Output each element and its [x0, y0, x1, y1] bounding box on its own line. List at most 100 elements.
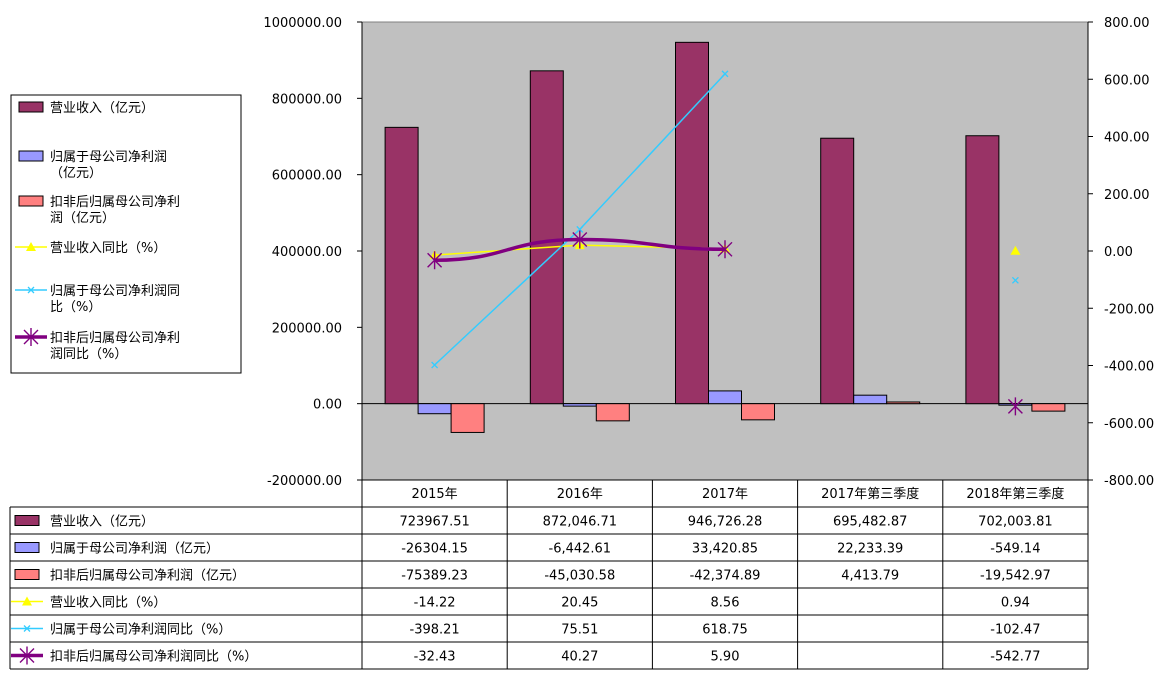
right-axis-tick-label: 800.00 [1104, 16, 1150, 31]
right-axis-tick-label: -200.00 [1104, 302, 1154, 317]
table-row-label: 扣非后归属母公司净利润（亿元） [50, 569, 245, 584]
line-series-4-marker [721, 70, 729, 78]
left-axis-tick-label: 600000.00 [272, 169, 342, 184]
legend-entry-2: 扣非后归属母公司净利 [50, 195, 180, 210]
table-header-cell: 2017年第三季度 [821, 486, 919, 502]
legend-box [10, 94, 242, 374]
legend-swatch-0 [18, 101, 44, 113]
line-series-4-marker [1011, 276, 1019, 284]
legend-swatch-2 [18, 195, 44, 207]
line-series-5-marker [1007, 397, 1023, 416]
legend-swatch-4-marker [27, 286, 35, 294]
left-axis-tick-label: 400000.00 [272, 245, 342, 260]
legend-entry-5: 润同比（%） [50, 347, 127, 362]
bar-series-0 [529, 70, 564, 405]
bar-series-2 [886, 401, 921, 405]
left-axis-tick-label: 1000000.00 [263, 16, 342, 31]
table-row-label: 归属于母公司净利润同比（%） [50, 623, 231, 638]
left-axis-tick-label: -200000.00 [267, 474, 342, 489]
legend-entry-5: 扣非后归属母公司净利 [50, 331, 180, 346]
bar-series-2 [741, 403, 775, 421]
table-row-swatch-2 [14, 569, 40, 580]
line-series-5-marker [717, 240, 733, 259]
table-value-cell: -102.47 [990, 623, 1040, 638]
line-series-5-marker [427, 251, 443, 270]
table-value-cell: -19,542.97 [980, 569, 1051, 584]
table-value-cell: 702,003.81 [978, 515, 1052, 530]
line-series-4-marker [431, 361, 439, 369]
bar-series-0 [965, 135, 1000, 405]
table-value-cell: -32.43 [414, 650, 456, 665]
right-axis-tick-label: 400.00 [1104, 131, 1150, 146]
right-axis-tick-label: -600.00 [1104, 417, 1154, 432]
right-axis-tick-label: 0.00 [1104, 245, 1133, 260]
legend-entry-1: 归属于母公司净利润 [50, 150, 167, 165]
table-value-cell: -549.14 [990, 542, 1040, 557]
table-row-swatch-4-marker [23, 625, 31, 632]
table-row-swatch-3-marker [22, 596, 32, 606]
bar-series-1 [562, 403, 597, 407]
left-axis-tick-label: 0.00 [313, 398, 342, 413]
table-header-cell: 2015年 [412, 487, 458, 502]
legend-swatch-1 [18, 150, 44, 162]
table-value-cell: -14.22 [414, 596, 456, 611]
table-row-label: 扣非后归属母公司净利润同比（%） [50, 650, 257, 665]
table-value-cell: 946,726.28 [688, 515, 762, 530]
legend-entry-1: （亿元） [50, 166, 102, 181]
legend-entry-2: 润（亿元） [50, 211, 115, 226]
right-axis-tick-label: 600.00 [1104, 73, 1150, 88]
right-axis-tick-label: -400.00 [1104, 360, 1154, 375]
table-value-cell: 618.75 [702, 623, 748, 638]
table-header-cell: 2016年 [557, 487, 603, 502]
legend-swatch-5-marker [23, 328, 39, 346]
table-value-cell: -398.21 [410, 623, 460, 638]
bar-series-0 [675, 41, 709, 405]
table-row-label: 归属于母公司净利润（亿元） [50, 542, 219, 557]
line-series-3-marker [1010, 245, 1021, 255]
table-value-cell: 0.94 [1001, 596, 1030, 611]
line-series-4-marker [576, 225, 584, 233]
bar-series-2 [1031, 403, 1066, 412]
table-value-cell: -26304.15 [401, 542, 468, 557]
legend-entry-4: 归属于母公司净利润同 [50, 284, 180, 299]
table-row-label: 营业收入同比（%） [50, 596, 166, 611]
table-value-cell: 5.90 [711, 650, 740, 665]
bar-series-2 [595, 403, 630, 422]
left-axis-tick-label: 800000.00 [272, 92, 342, 107]
table-value-cell: 22,233.39 [837, 542, 903, 557]
legend-entry-0: 营业收入（亿元） [50, 101, 154, 116]
table-value-cell: 20.45 [561, 596, 598, 611]
table-value-cell: 33,420.85 [692, 542, 758, 557]
table-value-cell: -542.77 [990, 650, 1040, 665]
table-row-swatch-1 [14, 542, 40, 553]
table-value-cell: 872,046.71 [543, 515, 617, 530]
table-value-cell: 695,482.87 [833, 515, 907, 530]
table-header-cell: 2018年第三季度 [966, 486, 1064, 502]
table-value-cell: -75389.23 [401, 569, 468, 584]
line-series-5-marker [572, 230, 588, 249]
right-axis-tick-label: 200.00 [1104, 188, 1150, 203]
table-value-cell: 75.51 [561, 623, 598, 638]
bar-series-2 [450, 403, 485, 433]
legend-swatch-3-marker [26, 242, 36, 251]
legend-entry-4: 比（%） [50, 300, 101, 315]
table-row-swatch-5-marker [19, 646, 35, 665]
bar-series-1 [853, 394, 888, 405]
table-value-cell: 723967.51 [399, 515, 469, 530]
table-value-cell: -42,374.89 [690, 569, 761, 584]
bar-series-1 [417, 403, 452, 415]
bar-series-0 [820, 137, 855, 405]
table-value-cell: 4,413.79 [841, 569, 899, 584]
table-header-cell: 2017年 [702, 487, 748, 502]
table-row-swatch-0 [14, 515, 40, 526]
table-value-cell: -45,030.58 [544, 569, 615, 584]
table-value-cell: -6,442.61 [549, 542, 612, 557]
table-value-cell: 8.56 [711, 596, 740, 611]
bar-series-1 [708, 390, 742, 405]
legend-entry-3: 营业收入同比（%） [50, 241, 166, 256]
right-axis-tick-label: -800.00 [1104, 474, 1154, 489]
table-row-label: 营业收入（亿元） [50, 515, 154, 530]
table-value-cell: 40.27 [561, 650, 598, 665]
bar-series-0 [384, 126, 419, 405]
